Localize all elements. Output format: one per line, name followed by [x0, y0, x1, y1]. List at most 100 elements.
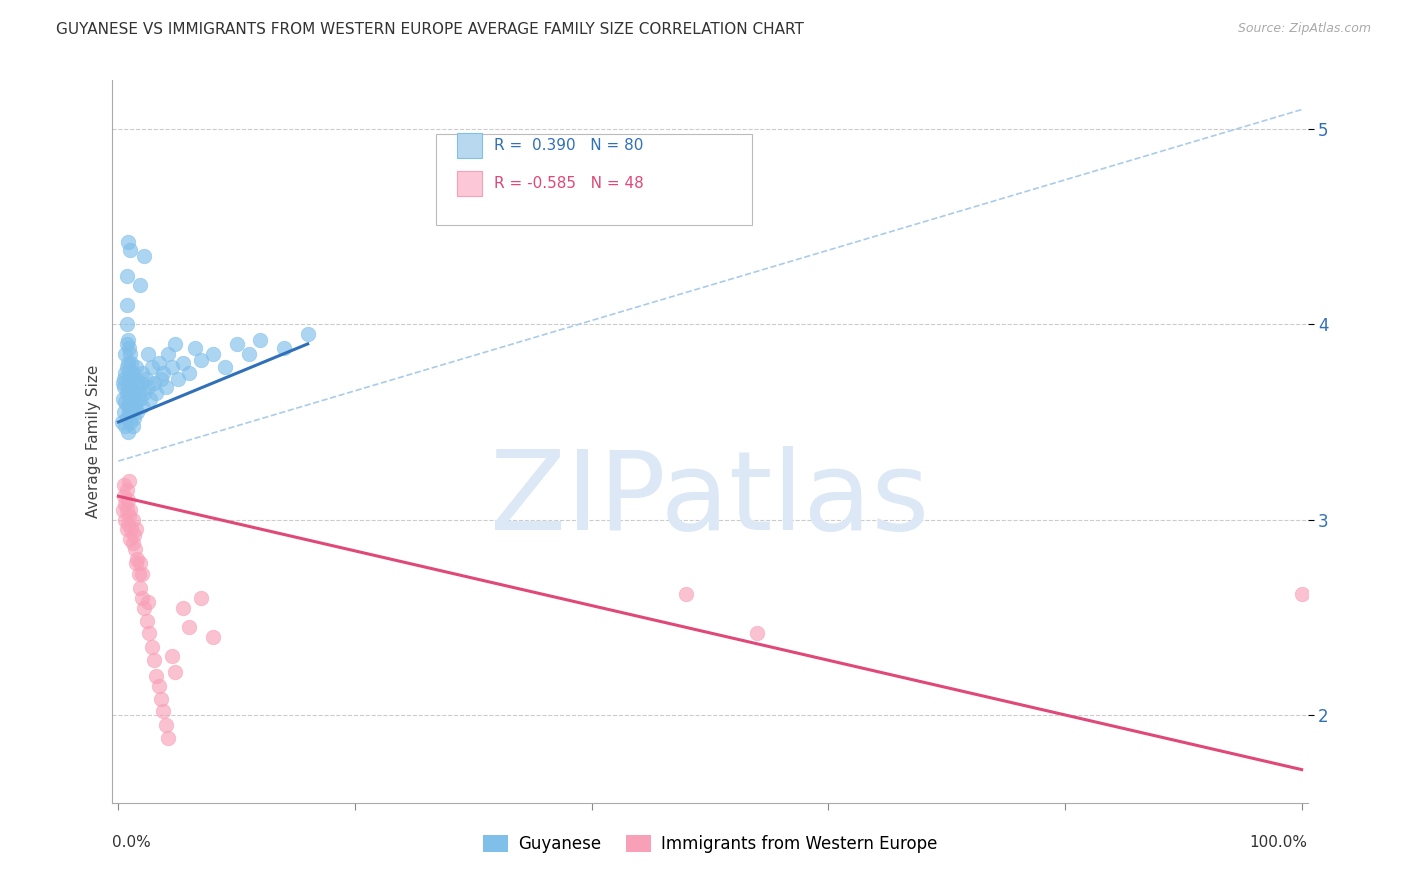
Point	[115, 268, 138, 283]
Text: GUYANESE VS IMMIGRANTS FROM WESTERN EUROPE AVERAGE FAMILY SIZE CORRELATION CHART: GUYANESE VS IMMIGRANTS FROM WESTERN EURO…	[56, 22, 804, 37]
Point	[127, 376, 149, 390]
Point	[129, 376, 152, 390]
Point	[114, 418, 136, 433]
Point	[112, 380, 135, 394]
Point	[115, 360, 138, 375]
Point	[152, 704, 174, 718]
Point	[118, 405, 141, 419]
Point	[136, 380, 159, 394]
Point	[136, 346, 159, 360]
Point	[112, 405, 135, 419]
Point	[150, 372, 173, 386]
Point	[172, 356, 194, 370]
Point	[155, 380, 177, 394]
Point	[115, 318, 138, 332]
Point	[145, 669, 167, 683]
Point	[115, 411, 138, 425]
Point	[675, 587, 697, 601]
Point	[225, 337, 247, 351]
Point	[120, 415, 142, 429]
Point	[117, 516, 139, 531]
Text: R = -0.585   N = 48: R = -0.585 N = 48	[494, 177, 644, 191]
Point	[157, 346, 180, 360]
Text: Source: ZipAtlas.com: Source: ZipAtlas.com	[1237, 22, 1371, 36]
Point	[214, 360, 236, 375]
Point	[150, 692, 173, 706]
Point	[125, 523, 148, 537]
Point	[120, 532, 142, 546]
Point	[139, 392, 162, 406]
Point	[122, 385, 145, 400]
Point	[1291, 587, 1313, 601]
Point	[136, 595, 159, 609]
Point	[112, 392, 135, 406]
Point	[120, 380, 142, 394]
Point	[134, 600, 156, 615]
Point	[125, 395, 148, 409]
Point	[117, 333, 139, 347]
Point	[120, 243, 142, 257]
Point	[120, 503, 142, 517]
Point	[179, 366, 201, 380]
Point	[142, 653, 165, 667]
Point	[120, 523, 142, 537]
Point	[165, 337, 187, 351]
Point	[155, 717, 177, 731]
Point	[135, 614, 157, 628]
Point	[112, 376, 135, 390]
Text: ZIPatlas: ZIPatlas	[491, 446, 929, 553]
Point	[138, 626, 160, 640]
Point	[128, 567, 150, 582]
Point	[141, 640, 163, 654]
Point	[135, 372, 157, 386]
Point	[112, 477, 135, 491]
Point	[120, 395, 142, 409]
Point	[128, 581, 150, 595]
Point	[121, 366, 143, 380]
Point	[273, 341, 295, 355]
Point	[120, 405, 142, 419]
Point	[114, 497, 136, 511]
Point	[179, 620, 201, 634]
Point	[131, 400, 153, 414]
Point	[128, 385, 150, 400]
Point	[122, 411, 145, 425]
Point	[120, 372, 142, 386]
Point	[131, 591, 153, 605]
Point	[124, 400, 146, 414]
Point	[142, 376, 165, 390]
Point	[120, 346, 142, 360]
Point	[145, 385, 167, 400]
Point	[114, 395, 136, 409]
Point	[115, 503, 138, 517]
Point	[202, 346, 225, 360]
Point	[121, 418, 143, 433]
Point	[160, 649, 183, 664]
Point	[122, 528, 145, 542]
Point	[117, 493, 139, 508]
Point	[202, 630, 225, 644]
Point	[121, 392, 143, 406]
Point	[115, 337, 138, 351]
Point	[117, 425, 139, 439]
Point	[114, 346, 136, 360]
Point	[190, 591, 212, 605]
Point	[121, 513, 143, 527]
Point	[124, 541, 146, 556]
Point	[184, 341, 207, 355]
Point	[134, 385, 156, 400]
Point	[297, 327, 319, 342]
Point	[118, 385, 141, 400]
Legend: Guyanese, Immigrants from Western Europe: Guyanese, Immigrants from Western Europe	[477, 828, 943, 860]
Point	[115, 523, 138, 537]
Point	[127, 405, 149, 419]
Point	[114, 513, 136, 527]
Point	[125, 556, 148, 570]
Text: 0.0%: 0.0%	[112, 835, 152, 850]
Point	[118, 474, 141, 488]
Point	[148, 356, 170, 370]
Point	[117, 235, 139, 250]
Point	[118, 508, 141, 523]
Point	[141, 360, 163, 375]
Point	[166, 372, 188, 386]
